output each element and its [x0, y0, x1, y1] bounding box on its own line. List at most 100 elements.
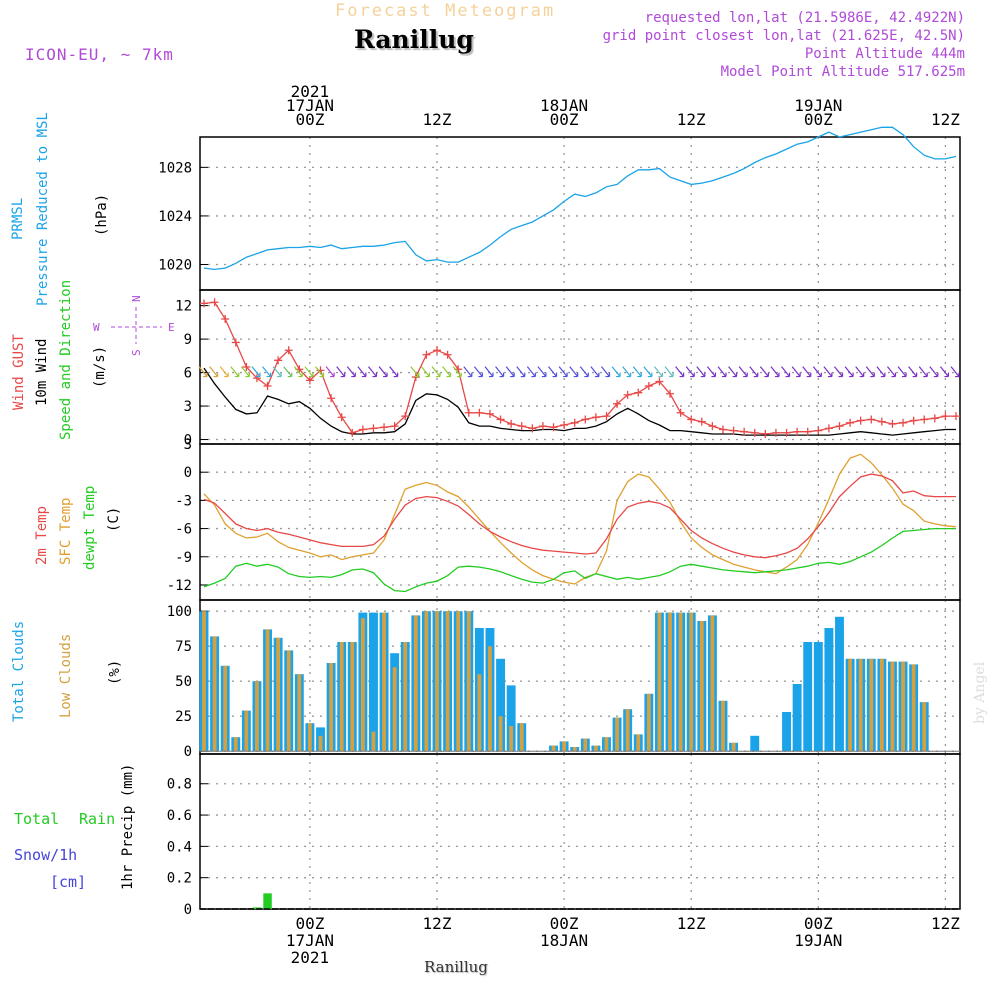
top-time-label: 19JAN	[794, 96, 842, 115]
wind-gust-marker	[930, 414, 939, 423]
requested-coords: requested lon,lat (21.5986E, 42.4922N)	[645, 10, 965, 26]
low-clouds-bar	[286, 650, 291, 752]
wind-direction-arrow	[336, 366, 346, 378]
wind-gust-marker	[591, 413, 600, 422]
wind-gust-marker	[443, 350, 452, 359]
wind-direction-arrow	[759, 366, 769, 378]
total-clouds-bar	[369, 612, 378, 752]
low-clouds-bar	[869, 658, 874, 752]
wind-gust-marker	[782, 428, 791, 437]
precip-ytick-label: 0.6	[167, 808, 192, 824]
low-clouds-bar	[392, 667, 397, 752]
wind-direction-arrow	[526, 366, 536, 378]
precip-unit: 1hr Precip (mm)	[120, 764, 136, 890]
low-clouds-bar	[297, 674, 302, 752]
low-clouds-bar	[466, 611, 471, 752]
wind-direction-arrow	[823, 366, 833, 378]
top-time-label: 00Z	[295, 110, 324, 129]
wind-direction-arrow	[950, 366, 960, 378]
t2m-line	[203, 473, 956, 559]
wind-gust-marker	[369, 424, 378, 433]
low-clouds-bar	[308, 723, 312, 752]
rain-label: Rain	[79, 810, 115, 828]
wind-direction-arrow	[230, 366, 240, 378]
low-clouds-bar	[519, 723, 524, 752]
low-clouds-bar	[625, 709, 630, 752]
pressure-label-prmsl: PRMSL	[10, 198, 26, 240]
low-clouds-bar	[858, 658, 863, 752]
low-clouds-bar	[456, 611, 461, 752]
total-clouds-bar	[506, 685, 516, 752]
wind-speed-line	[203, 367, 956, 436]
wind-direction-arrow	[505, 366, 515, 378]
low-clouds-bar	[615, 717, 619, 752]
temperature-panel: 2m Temp SFC Temp dewpt Temp (C) -12 -9 -6 -…	[34, 437, 961, 601]
low-clouds-bar	[572, 747, 577, 752]
wind-direction-arrow	[410, 366, 420, 378]
wind-gust-marker	[517, 422, 526, 431]
bottom-time-label: 12Z	[423, 914, 452, 933]
wind-direction-arrow	[834, 366, 844, 378]
low-clouds-bar	[551, 745, 556, 752]
model-point-altitude: Model Point Altitude 517.625m	[721, 64, 965, 80]
compass-rose: N S W E	[93, 295, 175, 356]
low-clouds-bar	[413, 615, 418, 752]
wind-gust-marker	[909, 416, 918, 425]
wind-direction-arrow	[463, 366, 473, 378]
wind-direction-arrow	[442, 366, 452, 378]
low-clouds-bar	[488, 646, 492, 752]
compass-e: E	[168, 321, 175, 334]
wind-gust-marker	[570, 418, 579, 427]
sfc-temp-label: SFC Temp	[58, 498, 74, 565]
wind-direction-arrow	[452, 366, 462, 378]
low-clouds-bar	[699, 621, 704, 752]
bottom-time-label: 00Z	[550, 914, 579, 933]
wind-direction-arrow	[378, 366, 388, 378]
low-clouds-bar	[721, 700, 725, 752]
pressure-line	[203, 126, 957, 271]
wind-direction-arrow	[315, 366, 325, 378]
low-clouds-bar	[657, 612, 662, 752]
pressure-panel: PRMSL Pressure Reduced to MSL (hPa) 1020…	[10, 112, 961, 306]
total-clouds-bar	[782, 712, 791, 752]
low-clouds-bar	[890, 661, 895, 752]
total-clouds-bar	[750, 735, 760, 752]
low-clouds-bar	[636, 734, 641, 752]
wind-direction-arrow	[632, 366, 642, 378]
wind-gust-marker	[846, 418, 855, 427]
low-clouds-bar	[403, 642, 408, 752]
low-clouds-bar	[879, 658, 884, 752]
top-time-label: 00Z	[550, 110, 579, 129]
wind-direction-arrow	[590, 366, 600, 378]
pressure-frame	[199, 136, 961, 291]
wind-gust-marker	[687, 415, 696, 424]
temp-ytick-label: -3	[175, 493, 192, 509]
wind-gust-marker	[655, 377, 664, 386]
bottom-time-label: 12Z	[677, 914, 706, 933]
wind-direction-arrow	[908, 366, 918, 378]
wind-gust-marker	[697, 417, 706, 426]
wind-gust-marker	[899, 418, 908, 427]
wind-direction-arrow	[431, 366, 441, 378]
bottom-time-label: 2021	[291, 948, 330, 967]
wind-direction-arrow	[251, 366, 261, 378]
snow-unit-label: [cm]	[50, 873, 86, 891]
clouds-ytick-label: 100	[167, 604, 192, 620]
wind-gust-marker	[401, 412, 410, 421]
low-clouds-bar	[445, 611, 450, 752]
bottom-time-label: 00Z	[295, 914, 324, 933]
wind-direction-arrow	[240, 366, 250, 378]
temp-ytick-label: -6	[175, 522, 192, 538]
low-clouds-bar	[922, 702, 927, 752]
wind-gust-marker	[507, 419, 516, 428]
precip-ytick-label: 0.8	[167, 777, 192, 793]
product-title: Forecast Meteogram	[335, 1, 555, 21]
wind-direction-arrow	[643, 366, 653, 378]
bottom-time-label: 19JAN	[794, 931, 842, 950]
wind-gust-marker	[560, 421, 569, 430]
wind-direction-arrow	[495, 366, 505, 378]
low-clouds-bar	[562, 741, 567, 752]
wind-direction-arrow	[325, 366, 335, 378]
total-label: Total	[14, 810, 59, 828]
wind-gust-marker	[740, 427, 749, 436]
